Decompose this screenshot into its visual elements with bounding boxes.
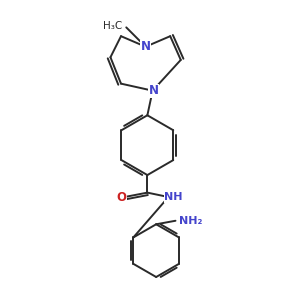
- Text: O: O: [116, 190, 126, 203]
- Text: H₃C: H₃C: [103, 21, 122, 31]
- Text: N: N: [141, 40, 151, 53]
- Text: NH: NH: [164, 192, 183, 202]
- Text: N: N: [148, 84, 158, 97]
- Text: NH₂: NH₂: [179, 216, 202, 226]
